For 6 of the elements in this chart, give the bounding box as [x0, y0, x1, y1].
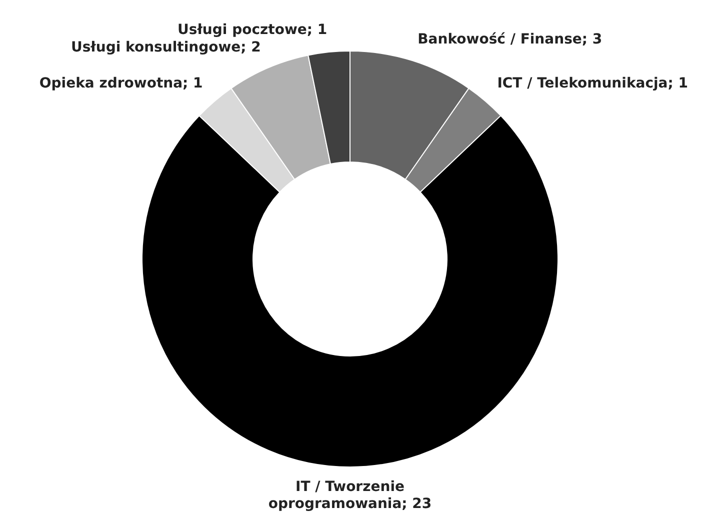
slice-label: IT / Tworzenie oprogramowania; 23: [268, 479, 432, 512]
slice-label: Bankowość / Finanse; 3: [418, 31, 602, 48]
slice-label: Usługi pocztowe; 1: [178, 22, 328, 38]
slice-label: ICT / Telekomunikacja; 1: [497, 76, 688, 92]
slice-label: Usługi konsultingowe; 2: [70, 39, 261, 56]
slice-label: Opieka zdrowotna; 1: [39, 76, 203, 92]
